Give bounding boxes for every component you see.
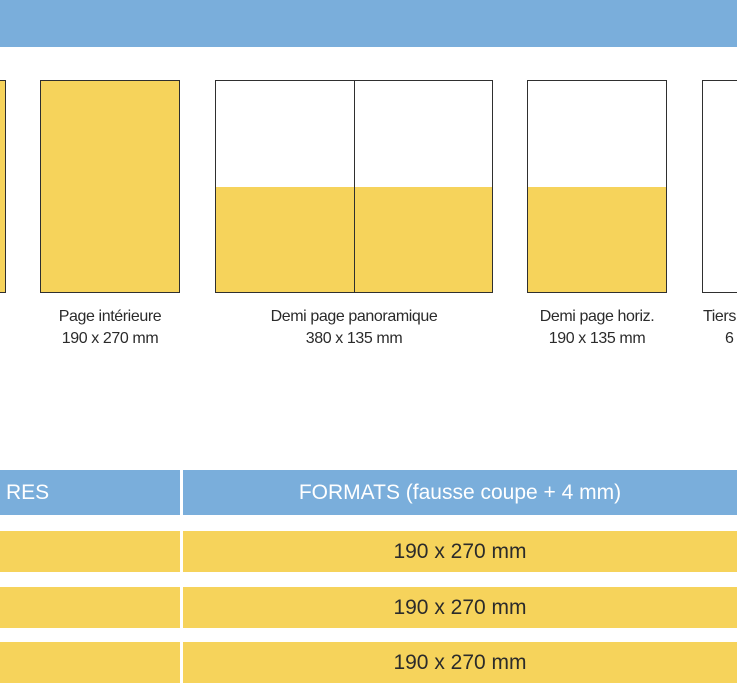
format-dims: 6: [725, 330, 734, 347]
table-row: 190 x 270 mm: [183, 642, 737, 683]
format-thumbnail-page-interieure: [40, 80, 180, 293]
format-fill: [528, 186, 666, 292]
table-row: 190 x 270 mm: [183, 531, 737, 572]
format-thumbnail-demi-page-panoramique: [215, 80, 493, 293]
header-label: FORMATS (fausse coupe + 4 mm): [298, 481, 622, 504]
format-fill: [41, 81, 179, 292]
format-caption-demi-page-horiz: Demi page horiz. 190 x 135 mm: [517, 306, 677, 350]
table-row-left: [0, 642, 180, 683]
top-banner: [0, 0, 737, 47]
header-label: RES: [6, 481, 50, 504]
format-name: Tiers: [703, 308, 736, 325]
format-dims: 190 x 270 mm: [61, 330, 159, 347]
format-dims: 380 x 135 mm: [305, 330, 403, 347]
table-header-formats: FORMATS (fausse coupe + 4 mm): [183, 470, 737, 515]
page-divider: [354, 81, 355, 292]
format-name: Demi page panoramique: [270, 308, 438, 325]
format-name: Page intérieure: [58, 308, 162, 325]
format-thumbnail-tiers: [702, 80, 737, 293]
format-fill: [0, 81, 5, 292]
format-thumbnail-partial-left: [0, 80, 6, 293]
format-cell: 190 x 270 mm: [393, 596, 527, 619]
format-dims: 190 x 135 mm: [548, 330, 646, 347]
format-thumbnail-demi-page-horiz: [527, 80, 667, 293]
format-caption-demi-page-panoramique: Demi page panoramique 380 x 135 mm: [234, 306, 474, 350]
format-caption-page-interieure: Page intérieure 190 x 270 mm: [30, 306, 190, 350]
table-row-left: [0, 531, 180, 572]
format-caption-tiers: Tiers 6: [703, 306, 737, 350]
table-header-left: RES: [0, 470, 180, 515]
format-name: Demi page horiz.: [539, 308, 655, 325]
format-cell: 190 x 270 mm: [393, 540, 527, 563]
table-row-left: [0, 587, 180, 628]
format-cell: 190 x 270 mm: [393, 651, 527, 674]
table-row: 190 x 270 mm: [183, 587, 737, 628]
